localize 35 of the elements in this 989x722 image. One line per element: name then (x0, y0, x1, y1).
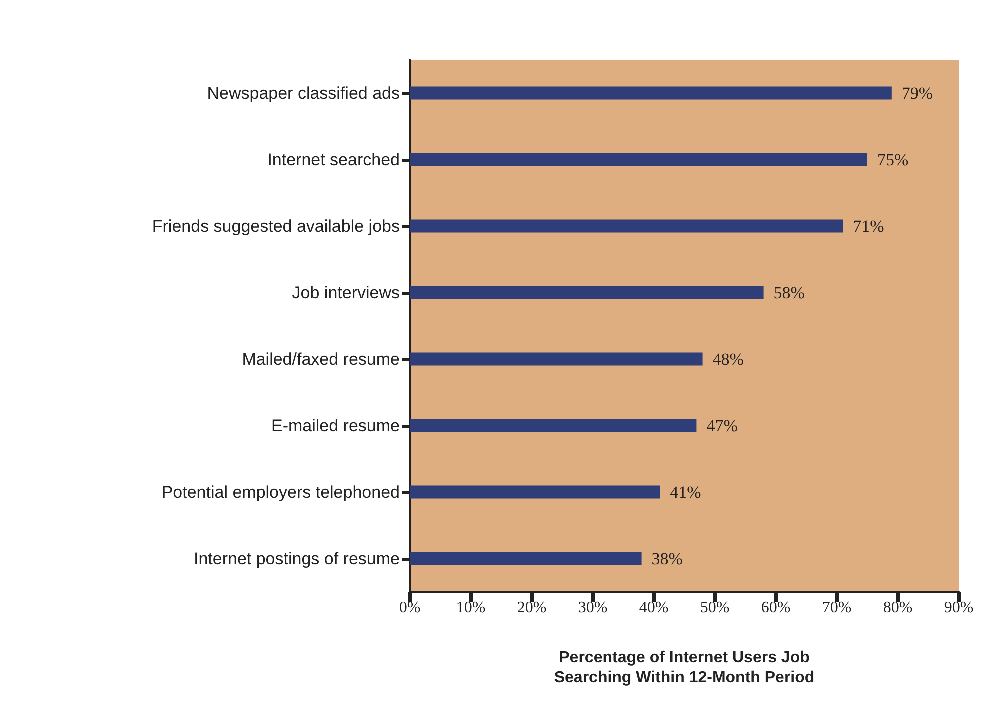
y-tick-label: Potential employers telephoned (162, 482, 400, 502)
y-tick-label: E-mailed resume (272, 416, 400, 436)
x-tick-label: 80% (883, 600, 913, 616)
bar (410, 153, 868, 166)
y-tick-label: Mailed/faxed resume (242, 350, 400, 369)
bar (410, 419, 697, 432)
y-tick-label: Newspaper classified ads (207, 84, 400, 103)
data-label: 41% (670, 482, 702, 502)
data-label: 38% (652, 549, 683, 568)
x-tick-label: 20% (517, 600, 547, 616)
x-tick-label: 10% (456, 600, 486, 616)
bar (410, 552, 642, 566)
bar (410, 286, 764, 300)
x-tick-label: 50% (700, 600, 730, 616)
data-label: 71% (853, 216, 884, 236)
bar (410, 220, 844, 233)
data-label: 79% (902, 84, 934, 103)
bar (410, 86, 892, 100)
data-label: 58% (774, 283, 805, 302)
x-tick-label: 40% (639, 600, 669, 616)
x-tick-label: 60% (761, 600, 791, 616)
data-label: 47% (706, 416, 738, 436)
data-label: 48% (712, 350, 744, 369)
y-tick-label: Internet searched (268, 150, 400, 170)
y-tick-label: Job interviews (292, 283, 400, 302)
bar (410, 352, 703, 366)
x-axis-title: Percentage of Internet Users Job Searching Within 12-Month Period (554, 650, 815, 686)
x-tick-label: 30% (578, 600, 608, 616)
bar (410, 486, 660, 499)
y-tick-label: Internet postings of resume (194, 549, 400, 568)
y-tick-label: Friends suggested available jobs (152, 216, 400, 236)
data-label: 75% (878, 150, 909, 170)
x-tick-label: 90% (944, 600, 974, 616)
x-tick-label: 70% (822, 600, 852, 616)
x-tick-label: 0% (399, 600, 421, 616)
